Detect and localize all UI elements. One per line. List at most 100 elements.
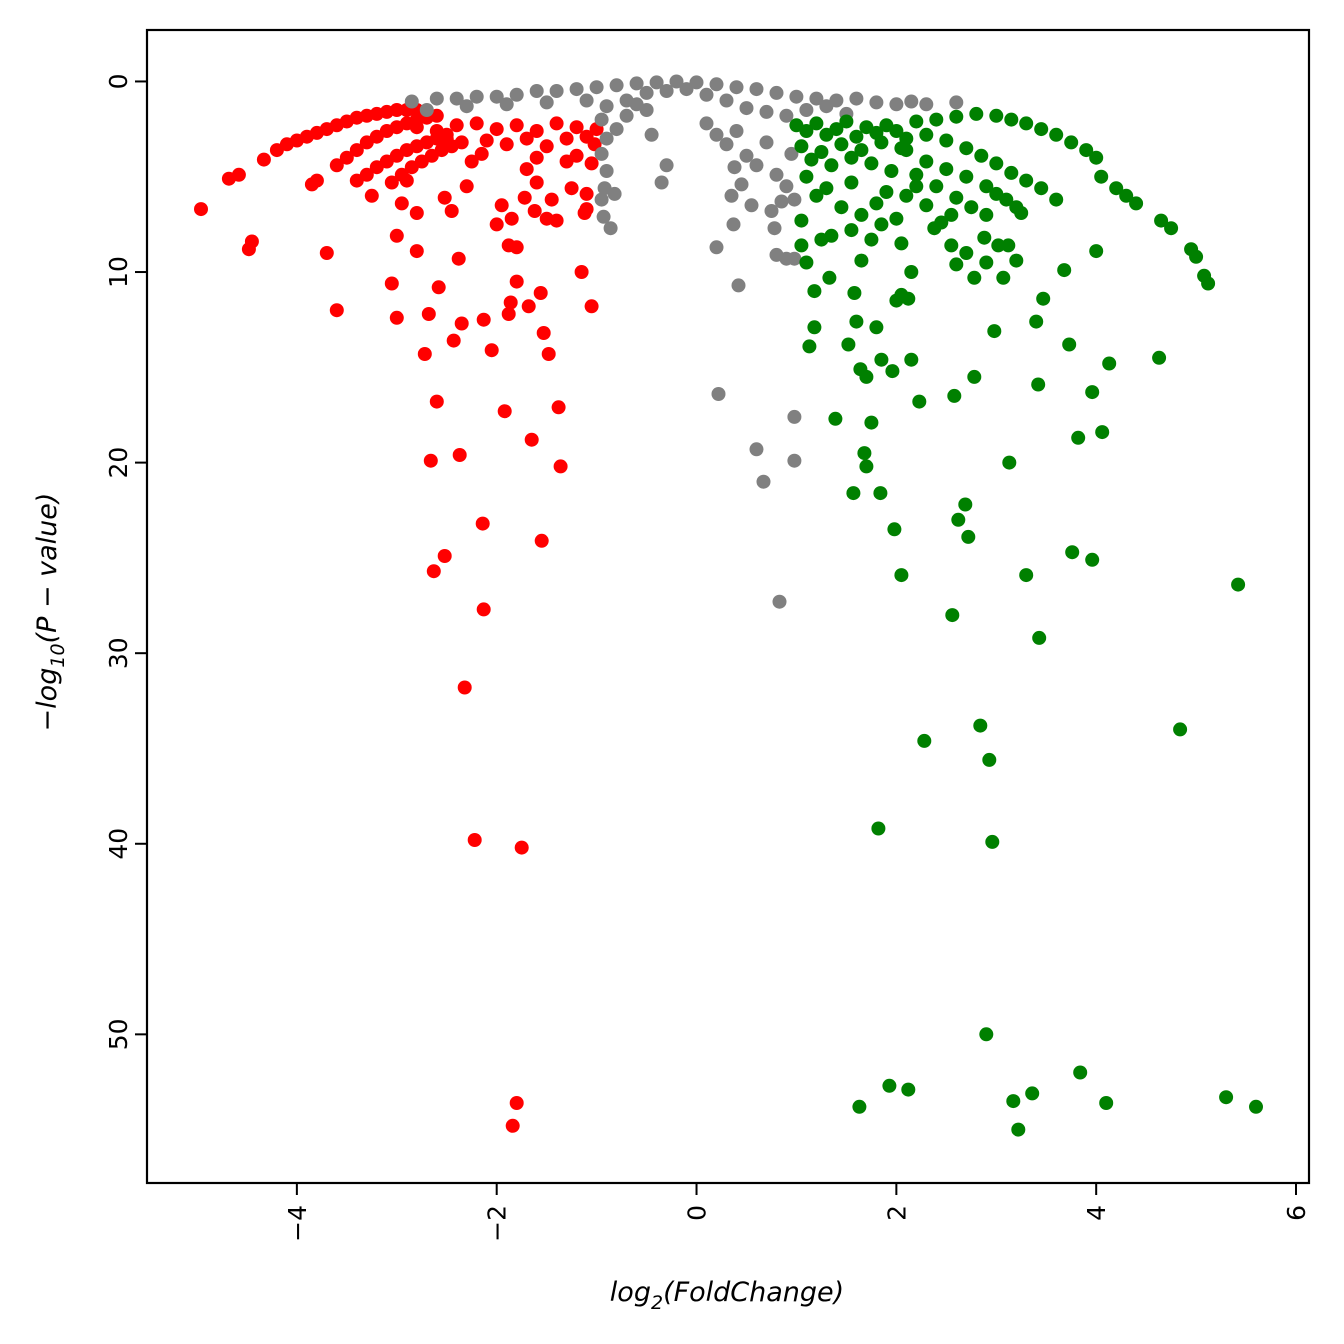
data-point [429, 91, 444, 106]
data-point [699, 87, 714, 102]
data-point [887, 522, 902, 537]
data-point [499, 137, 514, 152]
data-point [539, 139, 554, 154]
y-axis-label: −log10(P − value) [32, 493, 69, 732]
data-point [454, 316, 469, 331]
data-point [982, 752, 997, 767]
data-point [221, 171, 236, 186]
data-point [726, 217, 741, 232]
data-point [449, 91, 464, 106]
data-point [489, 122, 504, 137]
data-point [1057, 263, 1072, 278]
data-point [421, 307, 436, 321]
data-point [819, 99, 834, 114]
data-point [1025, 1086, 1040, 1101]
data-point [894, 568, 909, 583]
data-point [852, 1099, 867, 1114]
data-point [446, 333, 461, 348]
data-point [619, 108, 634, 123]
data-point [929, 179, 944, 194]
data-point [869, 95, 884, 110]
data-point [1219, 1090, 1234, 1105]
data-point [431, 280, 446, 295]
data-point [409, 206, 424, 220]
data-point [889, 293, 904, 308]
data-point [505, 1118, 520, 1133]
data-point [977, 230, 992, 245]
data-point [912, 394, 927, 409]
data-point [859, 369, 874, 384]
data-point [1064, 135, 1079, 150]
data-point [787, 453, 802, 468]
data-point [484, 343, 499, 358]
data-point [764, 204, 779, 218]
data-point [739, 148, 754, 163]
data-point [1089, 244, 1104, 259]
data-point [539, 95, 554, 110]
y-tick-label: 50 [104, 1018, 133, 1050]
data-point [417, 347, 432, 361]
data-point [889, 97, 904, 112]
data-point [503, 295, 518, 310]
data-point [749, 158, 764, 173]
data-point [967, 369, 982, 384]
data-point [1009, 253, 1024, 268]
data-point [639, 103, 654, 117]
data-point [847, 286, 862, 300]
data-point [727, 160, 742, 175]
data-point [1109, 181, 1124, 196]
data-point [476, 312, 491, 327]
data-point [894, 236, 909, 251]
data-point [589, 80, 604, 95]
data-point [579, 202, 594, 217]
data-point [885, 364, 900, 379]
x-tick-label: 2 [882, 1205, 911, 1221]
data-point [794, 139, 809, 154]
data-point [529, 124, 544, 138]
data-point [854, 253, 869, 268]
data-point [423, 453, 438, 468]
data-point [364, 188, 379, 203]
data-point [1099, 1096, 1114, 1110]
data-point [809, 116, 824, 131]
data-point [985, 834, 1000, 849]
data-point [1062, 337, 1077, 352]
data-point [194, 202, 208, 217]
data-point [1129, 196, 1144, 211]
data-point [749, 82, 764, 97]
data-point [844, 223, 859, 238]
data-point [534, 533, 549, 548]
data-point [599, 131, 614, 146]
data-point [1085, 385, 1100, 400]
data-point [789, 89, 804, 104]
data-point [939, 162, 954, 177]
data-point [1034, 122, 1049, 137]
data-point [559, 131, 574, 146]
data-point [384, 175, 399, 190]
data-point [709, 77, 724, 92]
data-point [699, 116, 714, 131]
data-point [256, 152, 271, 167]
data-point [429, 124, 444, 138]
data-point [659, 158, 674, 173]
data-point [759, 135, 774, 150]
series-up-regulated [789, 106, 1263, 1137]
data-point [649, 75, 664, 90]
data-point [739, 101, 754, 116]
data-point [787, 409, 802, 424]
data-point [669, 74, 684, 89]
data-point [772, 594, 787, 609]
data-point [904, 352, 919, 367]
data-point [329, 303, 344, 318]
data-point [929, 112, 944, 127]
data-point [584, 156, 599, 171]
data-point [787, 192, 802, 207]
data-point [819, 181, 834, 196]
data-point [919, 127, 934, 142]
data-point [822, 270, 837, 285]
data-point [979, 207, 994, 222]
data-point [476, 602, 491, 617]
data-point [834, 200, 849, 215]
data-point [1004, 112, 1019, 127]
data-point [654, 175, 669, 190]
